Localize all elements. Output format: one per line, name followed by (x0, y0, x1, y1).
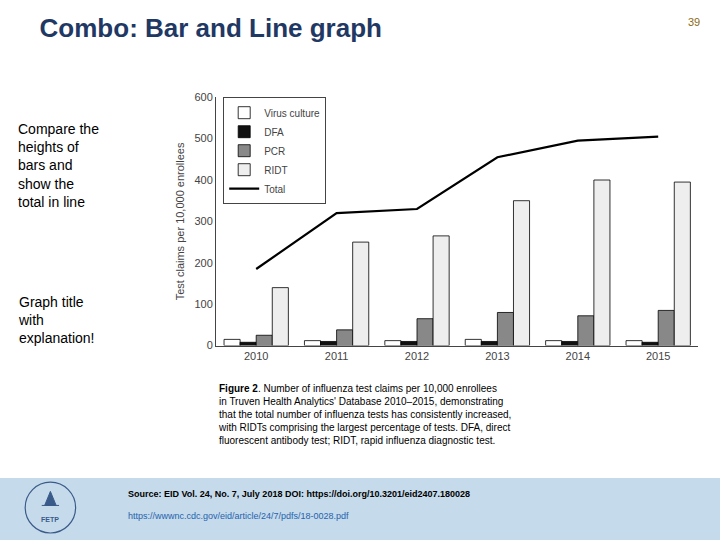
svg-text:500: 500 (194, 132, 212, 144)
svg-text:100: 100 (194, 298, 212, 310)
svg-text:Total: Total (264, 184, 285, 195)
svg-text:2015: 2015 (646, 350, 670, 362)
svg-text:FETP: FETP (41, 516, 59, 523)
svg-text:Compare theheights ofbars ands: Compare theheights ofbars andshow thetot… (18, 121, 99, 210)
svg-text:2010: 2010 (244, 350, 268, 362)
svg-text:2014: 2014 (566, 350, 590, 362)
svg-text:DFA: DFA (264, 127, 284, 138)
svg-text:2012: 2012 (405, 350, 429, 362)
svg-text:400: 400 (194, 174, 212, 186)
svg-text:600: 600 (194, 91, 212, 103)
svg-text:2013: 2013 (485, 350, 509, 362)
svg-text:Source: EID Vol. 24, No. 7, Ju: Source: EID Vol. 24, No. 7, July 2018 DO… (128, 489, 470, 499)
svg-text:200: 200 (194, 257, 212, 269)
svg-text:https://wwwnc.cdc.gov/eid/arti: https://wwwnc.cdc.gov/eid/article/24/7/p… (128, 511, 349, 521)
svg-text:39: 39 (688, 16, 700, 28)
svg-text:2011: 2011 (325, 350, 349, 362)
svg-text:Combo: Bar and Line graph: Combo: Bar and Line graph (40, 13, 382, 43)
svg-text:RIDT: RIDT (264, 165, 287, 176)
svg-text:Graph titlewithexplanation!: Graph titlewithexplanation! (18, 294, 95, 346)
svg-text:0: 0 (207, 339, 213, 351)
svg-text:Test claims per 10,000 enrolle: Test claims per 10,000 enrollees (174, 142, 186, 300)
svg-text:Figure 2. Number of influenza: Figure 2. Number of influenza test claim… (218, 383, 511, 446)
svg-text:PCR: PCR (264, 146, 285, 157)
svg-text:300: 300 (194, 215, 212, 227)
svg-text:Virus culture: Virus culture (264, 108, 320, 119)
